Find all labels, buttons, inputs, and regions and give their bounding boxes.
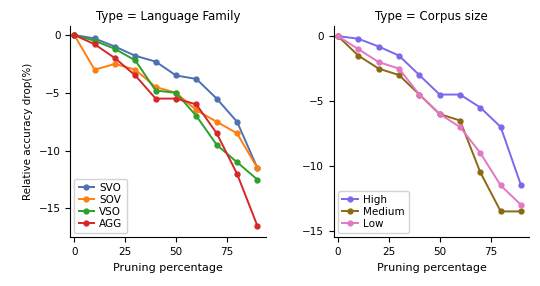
VSO	[254, 178, 261, 181]
Title: Type = Language Family: Type = Language Family	[96, 10, 240, 23]
SOV	[71, 33, 78, 37]
High	[355, 37, 362, 40]
SOV	[152, 85, 159, 89]
Legend: High, Medium, Low: High, Medium, Low	[338, 191, 409, 233]
VSO	[213, 143, 220, 147]
Low	[518, 203, 524, 207]
Line: High: High	[335, 34, 523, 188]
High	[497, 125, 504, 129]
SVO	[152, 60, 159, 63]
AGG	[71, 33, 78, 37]
Line: VSO: VSO	[72, 33, 260, 182]
Low	[355, 47, 362, 51]
Medium	[436, 112, 443, 116]
Medium	[396, 74, 402, 77]
SVO	[132, 54, 139, 57]
Medium	[335, 34, 341, 38]
SOV	[173, 91, 179, 95]
SVO	[193, 77, 200, 81]
X-axis label: Pruning percentage: Pruning percentage	[113, 263, 223, 273]
High	[518, 184, 524, 187]
Line: Low: Low	[335, 34, 523, 207]
Low	[457, 125, 463, 129]
Low	[436, 112, 443, 116]
Medium	[518, 210, 524, 213]
AGG	[254, 224, 261, 228]
AGG	[132, 74, 139, 77]
High	[457, 93, 463, 96]
SOV	[254, 166, 261, 170]
AGG	[91, 43, 98, 46]
Title: Type = Corpus size: Type = Corpus size	[375, 10, 488, 23]
High	[335, 34, 341, 38]
Legend: SVO, SOV, VSO, AGG: SVO, SOV, VSO, AGG	[75, 179, 127, 233]
Low	[396, 67, 402, 70]
Low	[497, 184, 504, 187]
High	[396, 54, 402, 57]
SOV	[112, 62, 118, 65]
SVO	[71, 33, 78, 37]
SOV	[213, 120, 220, 124]
Y-axis label: Relative accuracy drop(%): Relative accuracy drop(%)	[23, 63, 33, 200]
High	[416, 74, 423, 77]
Low	[335, 34, 341, 38]
AGG	[234, 172, 240, 176]
SVO	[213, 97, 220, 100]
SOV	[234, 132, 240, 135]
High	[375, 45, 382, 48]
Medium	[457, 119, 463, 122]
Medium	[416, 93, 423, 96]
VSO	[91, 39, 98, 43]
Low	[416, 93, 423, 96]
SOV	[193, 108, 200, 112]
High	[436, 93, 443, 96]
VSO	[112, 47, 118, 51]
SVO	[234, 120, 240, 124]
Low	[375, 60, 382, 64]
SVO	[254, 166, 261, 170]
AGG	[112, 56, 118, 60]
X-axis label: Pruning percentage: Pruning percentage	[376, 263, 487, 273]
SVO	[91, 37, 98, 40]
Line: SVO: SVO	[72, 33, 260, 170]
SOV	[91, 68, 98, 72]
AGG	[173, 97, 179, 100]
VSO	[71, 33, 78, 37]
SOV	[132, 68, 139, 72]
Medium	[497, 210, 504, 213]
Medium	[375, 67, 382, 70]
Line: AGG: AGG	[72, 33, 260, 228]
Low	[477, 151, 484, 155]
AGG	[193, 103, 200, 106]
AGG	[213, 132, 220, 135]
Line: Medium: Medium	[335, 34, 523, 214]
VSO	[234, 160, 240, 164]
VSO	[173, 91, 179, 95]
VSO	[193, 114, 200, 118]
SVO	[112, 45, 118, 48]
VSO	[152, 89, 159, 92]
Medium	[355, 54, 362, 57]
Medium	[477, 171, 484, 174]
High	[477, 106, 484, 109]
VSO	[132, 59, 139, 62]
SVO	[173, 74, 179, 77]
Line: SOV: SOV	[72, 33, 260, 170]
AGG	[152, 97, 159, 100]
